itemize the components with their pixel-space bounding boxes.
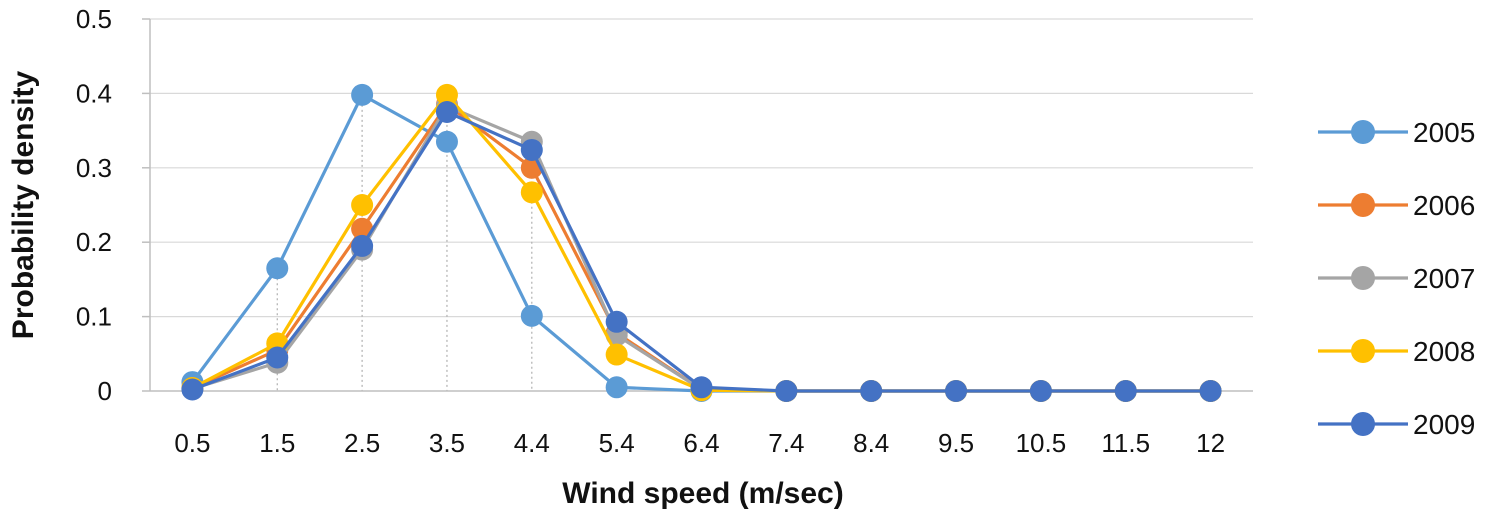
data-point [520, 304, 543, 327]
legend-label: 2008 [1413, 336, 1475, 367]
data-point [266, 257, 289, 280]
gridlines [150, 18, 1253, 318]
series-line [191, 93, 1211, 393]
data-point [435, 101, 458, 123]
data-point [605, 310, 628, 333]
series-2007 [181, 95, 1222, 402]
x-tick-label: 5.4 [599, 428, 635, 458]
data-point [1029, 380, 1052, 402]
y-tick-label: 0.2 [76, 227, 112, 257]
data-point [860, 380, 883, 402]
series-line [191, 102, 1211, 393]
y-tick-label: 0 [98, 376, 112, 406]
legend-marker [1351, 193, 1375, 217]
legend-item-2009: 2009 [1318, 409, 1475, 440]
x-tick-label: 4.4 [514, 428, 550, 458]
data-point [775, 380, 798, 402]
legend-label: 2006 [1413, 190, 1475, 221]
series-2009 [181, 101, 1222, 402]
x-tick-label: 3.5 [429, 428, 465, 458]
legend-label: 2007 [1413, 263, 1475, 294]
legend-label: 2009 [1413, 409, 1475, 440]
data-point [945, 380, 968, 402]
data-point [351, 83, 374, 106]
x-tick-label: 6.4 [683, 428, 719, 458]
y-axis-ticks: 0 0.1 0.2 0.3 0.4 0.5 [76, 4, 112, 406]
legend-marker [1351, 339, 1375, 363]
data-point [690, 376, 713, 399]
x-tick-label: 12 [1196, 428, 1225, 458]
y-axis-title: Probability density [7, 70, 40, 339]
x-tick-label: 9.5 [938, 428, 974, 458]
legend-marker [1351, 266, 1375, 290]
data-point [181, 378, 204, 401]
data-point [1199, 380, 1222, 402]
x-axis-ticks: 0.5 1.5 2.5 3.5 4.4 5.4 6.4 7.4 8.4 9.5 10.5 11.5 12 [174, 428, 1225, 458]
data-point [266, 346, 289, 369]
legend-marker [1351, 120, 1375, 144]
series-line [191, 93, 1211, 393]
x-tick-label: 10.5 [1016, 428, 1067, 458]
y-tick-label: 0.4 [76, 78, 112, 108]
data-point [1114, 380, 1137, 402]
x-tick-label: 7.4 [768, 428, 804, 458]
series-2008 [181, 83, 1222, 402]
x-axis-title: Wind speed (m/sec) [562, 477, 843, 510]
data-point [351, 234, 374, 257]
legend-item-2005: 2005 [1318, 117, 1475, 148]
series-line [191, 104, 1211, 393]
data-point [351, 194, 374, 216]
x-tick-label: 8.4 [853, 428, 889, 458]
data-point [520, 181, 543, 204]
data-point [605, 343, 628, 366]
legend-label: 2005 [1413, 117, 1475, 148]
data-point [435, 83, 458, 106]
data-point [520, 138, 543, 161]
data-point [605, 376, 628, 399]
y-tick-label: 0.5 [76, 4, 112, 34]
x-tick-label: 1.5 [259, 428, 295, 458]
series-group [181, 83, 1222, 402]
x-tick-label: 0.5 [174, 428, 210, 458]
legend-item-2008: 2008 [1318, 336, 1475, 367]
data-point [435, 130, 458, 153]
legend: 2005 2006 2007 2008 2009 [1318, 117, 1475, 440]
y-tick-label: 0.1 [76, 302, 112, 332]
y-tick-label: 0.3 [76, 153, 112, 183]
legend-item-2007: 2007 [1318, 263, 1475, 294]
legend-item-2006: 2006 [1318, 190, 1475, 221]
x-tick-label: 2.5 [344, 428, 380, 458]
x-tick-label: 11.5 [1101, 428, 1150, 458]
legend-marker [1351, 412, 1375, 436]
